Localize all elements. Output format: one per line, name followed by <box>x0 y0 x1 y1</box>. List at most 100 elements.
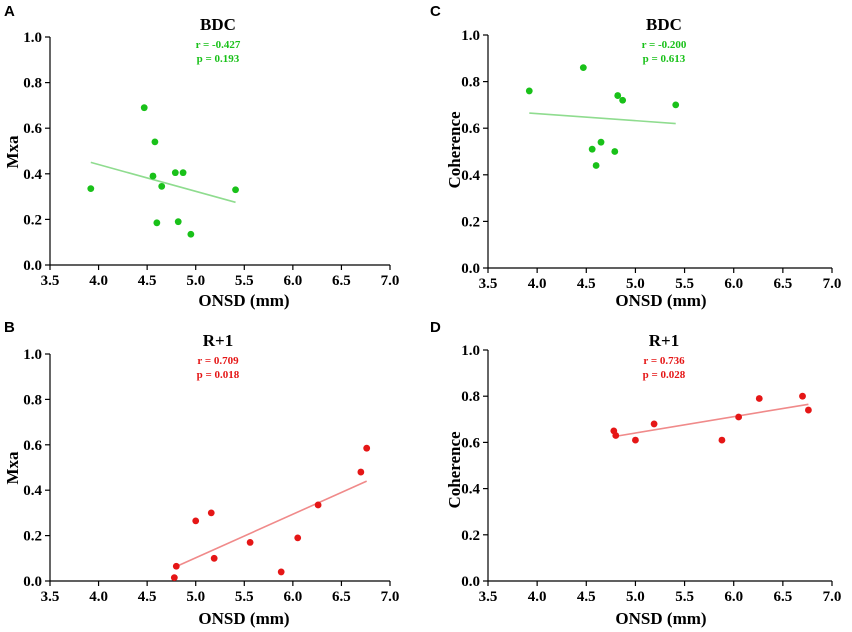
panel-d-x-tick-label: 6.0 <box>724 589 743 605</box>
panel-d-y-tick-label: 0.2 <box>461 528 480 544</box>
panel-c-y-tick-label: 0.4 <box>461 168 480 184</box>
panel-d-x-tick-label: 7.0 <box>823 589 842 605</box>
panel-c-data-point <box>525 87 533 95</box>
panel-c-y-tick-label: 0.8 <box>461 75 480 91</box>
panel-c-x-tick-label: 4.5 <box>577 276 596 292</box>
panel-letter-c: C <box>430 3 441 20</box>
panel-b-y-axis-title: Mxa <box>3 451 22 485</box>
panel-letter-b: B <box>4 319 15 336</box>
panel-d-title: R+1 <box>649 331 679 350</box>
panel-b-x-tick-label: 6.5 <box>332 589 351 605</box>
panel-c-y-tick-label: 0.6 <box>461 121 480 137</box>
panel-c-data-point <box>619 96 627 104</box>
panel-c-data-point <box>614 92 622 99</box>
panel-b-data-point <box>210 554 218 562</box>
panel-a-plot-area: 3.5 4.0 4.5 5.0 5.5 6.0 6.5 7.0 0.0 0.2 0.4 0.6 0.8 1… <box>23 30 399 289</box>
panel-a-data-point <box>179 169 187 177</box>
panel-a-x-tick-label: 4.0 <box>89 273 108 289</box>
panel-c-data-point <box>579 64 587 72</box>
panel-b-data-point <box>363 444 371 452</box>
panel-b-p-value: p = 0.018 <box>197 369 240 381</box>
panel-c-data-point <box>597 138 605 146</box>
panel-d-data-point <box>799 392 806 400</box>
panel-d-y-tick-label: 0.8 <box>461 389 480 405</box>
panel-b-y-tick-label: 0.0 <box>23 574 42 590</box>
panel-d-p-value: p = 0.028 <box>643 369 686 381</box>
panel-a-data-point <box>187 230 195 238</box>
panel-a-y-tick-label: 0.4 <box>23 167 42 183</box>
panel-b-x-tick-label: 3.5 <box>41 589 60 605</box>
panel-a-data-point <box>87 185 95 193</box>
panel-d-x-tick-label: 4.5 <box>577 589 596 605</box>
panel-a-data-point <box>151 138 159 146</box>
panel-c-data-point <box>592 162 600 169</box>
panel-c-x-tick-label: 4.0 <box>528 276 547 292</box>
panel-c-x-tick-label: 6.0 <box>724 276 743 292</box>
panel-a-x-tick-label: 5.5 <box>235 273 254 289</box>
panel-a-title: BDC <box>200 15 236 34</box>
panel-b-regression-line <box>174 480 368 569</box>
panel-c-x-tick-label: 3.5 <box>479 276 498 292</box>
panel-d-y-tick-label: 1.0 <box>461 343 480 359</box>
panel-d-data-point <box>755 395 763 402</box>
panel-letter-d: D <box>430 319 441 336</box>
panel-b-x-tick-label: 4.0 <box>89 589 108 605</box>
panel-a-data-point <box>158 182 166 190</box>
panel-a-data-point <box>232 186 239 194</box>
panel-a-x-tick-label: 6.0 <box>283 273 302 289</box>
panel-a-data-point <box>140 104 148 112</box>
panel-c-data-point <box>588 145 596 153</box>
panel-a-x-tick-label: 5.0 <box>186 273 205 289</box>
panel-b-data-point <box>246 539 254 546</box>
panel-b-x-tick-label: 7.0 <box>381 589 400 605</box>
panel-a-data-point <box>149 172 157 180</box>
panel-d-data-point <box>718 436 726 444</box>
panel-d-x-tick-label: 6.5 <box>773 589 792 605</box>
panel-c-p-value: p = 0.613 <box>643 53 686 65</box>
panel-b-x-axis-title: ONSD (mm) <box>198 609 289 628</box>
panel-b-data-point <box>207 509 215 517</box>
panel-d-y-axis-title: Coherence <box>445 431 464 509</box>
panel-d-y-tick-label: 0.0 <box>461 574 480 590</box>
panel-d-x-tick-label: 4.0 <box>528 589 547 605</box>
panel-b-y-tick-label: 0.8 <box>23 392 42 408</box>
panel-a-y-tick-label: 0.2 <box>23 212 42 228</box>
panel-c-x-tick-label: 6.5 <box>773 276 792 292</box>
panel-a-r-value: r = -0.427 <box>196 39 241 51</box>
panel-b-x-tick-label: 5.5 <box>235 589 254 605</box>
panel-d-data-point <box>735 413 743 421</box>
panel-d-data-point <box>612 432 620 439</box>
panel-c-y-axis-title: Coherence <box>445 111 464 189</box>
panel-a-data-point <box>171 169 179 177</box>
panel-c-data-point <box>611 148 619 155</box>
panel-d-x-tick-label: 5.0 <box>626 589 645 605</box>
panel-d-y-tick-label: 0.6 <box>461 435 480 451</box>
panel-b-data-point <box>357 468 365 476</box>
panel-a-x-tick-label: 4.5 <box>138 273 157 289</box>
panel-c-r-value: r = -0.200 <box>642 39 687 51</box>
panel-d-regression-line <box>613 403 809 438</box>
panel-a-y-tick-label: 1.0 <box>23 30 42 46</box>
panel-d-x-axis-title: ONSD (mm) <box>615 609 706 628</box>
panel-b-y-tick-label: 0.4 <box>23 483 42 499</box>
panel-c-x-tick-label: 5.0 <box>626 276 645 292</box>
panel-d-x-tick-label: 5.5 <box>675 589 694 605</box>
panel-d-data-point <box>650 420 658 428</box>
panel-a: A BDC r = -0.427 p = 0.193 3.5 4.0 4.5 5.0 5… <box>3 3 399 310</box>
panel-b-y-tick-label: 1.0 <box>23 347 42 363</box>
panel-a-p-value: p = 0.193 <box>197 53 240 65</box>
panel-c: C BDC r = -0.200 p = 0.613 3.5 4.0 4.5 5.0 5… <box>430 3 841 310</box>
panel-a-data-point <box>153 219 161 227</box>
panel-c-x-tick-label: 5.5 <box>675 276 694 292</box>
panel-b: B R+1 r = 0.709 p = 0.018 3.5 4.0 4.5 5.0 5.… <box>3 319 399 628</box>
panel-c-y-tick-label: 1.0 <box>461 28 480 44</box>
panel-a-y-tick-label: 0.6 <box>23 121 42 137</box>
panel-b-data-point <box>172 562 180 570</box>
panel-d-data-point <box>805 406 812 414</box>
panel-letter-a: A <box>4 3 15 20</box>
panel-c-y-tick-label: 0.0 <box>461 261 480 277</box>
panel-d-y-tick-label: 0.4 <box>461 482 480 498</box>
panel-a-y-tick-label: 0.0 <box>23 258 42 274</box>
panel-a-data-point <box>174 218 182 226</box>
panel-b-data-point <box>277 568 285 576</box>
